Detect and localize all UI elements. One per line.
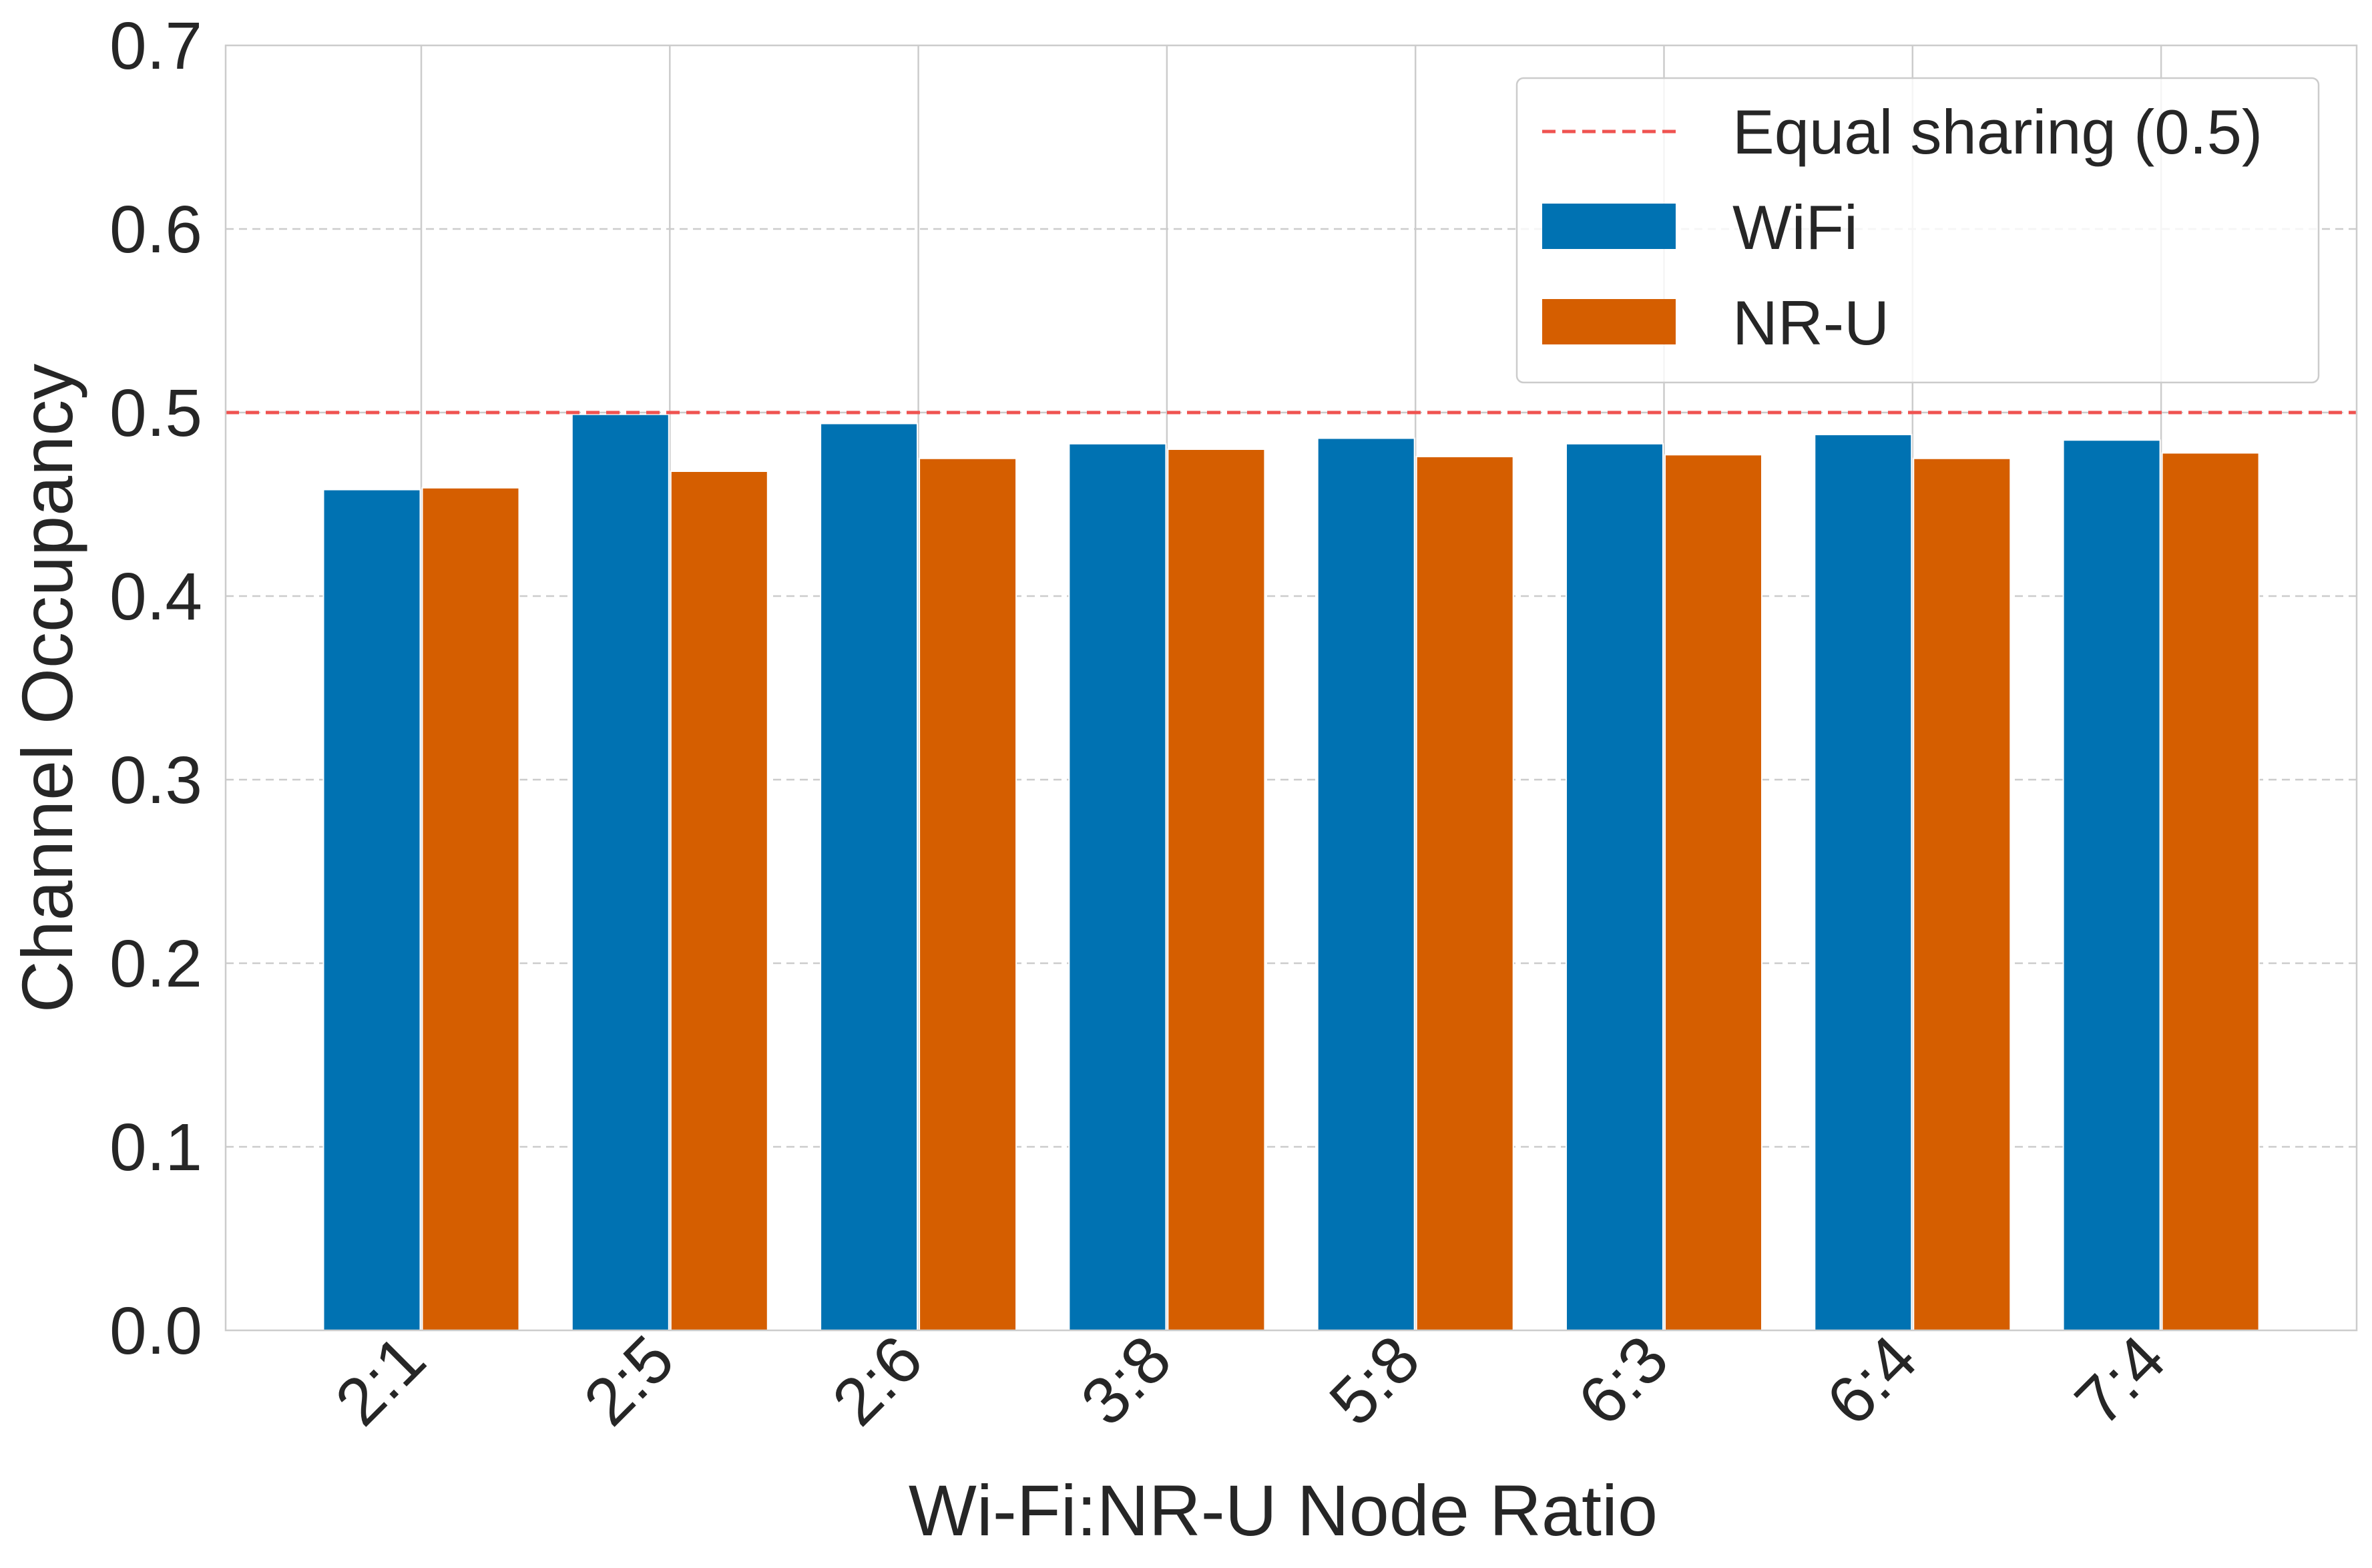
bars-group: [322, 413, 2260, 1331]
y-tick-label: 0.1: [109, 1110, 202, 1185]
nru-bar: [919, 457, 1017, 1331]
wifi-bar: [322, 489, 421, 1331]
x-axis-title: Wi-Fi:NR-U Node Ratio: [909, 1470, 1658, 1551]
y-tick-label: 0.7: [109, 9, 202, 83]
y-tick-labels: 0.0 0.1 0.2 0.3 0.4 0.5 0.6 0.7: [109, 9, 202, 1368]
nru-bar: [670, 471, 768, 1331]
wifi-bar: [2062, 439, 2161, 1331]
legend-wifi-label: WiFi: [1732, 192, 1858, 262]
wifi-bar: [1566, 443, 1664, 1331]
legend-equal-sharing-label: Equal sharing (0.5): [1732, 97, 2263, 167]
nru-bar: [1664, 454, 1762, 1331]
legend-nru-label: NR-U: [1732, 288, 1889, 358]
plot-frame: [224, 44, 2358, 1332]
wifi-bar: [1068, 443, 1167, 1331]
nru-bar: [421, 487, 520, 1331]
y-axis-title: Channel Occupancy: [7, 364, 87, 1013]
wifi-bar: [820, 423, 919, 1331]
wifi-bar: [1814, 434, 1913, 1331]
y-tick-label: 0.6: [109, 192, 202, 267]
legend-nru-swatch: [1542, 299, 1676, 344]
nru-bar: [1415, 456, 1514, 1331]
y-tick-label: 0.2: [109, 927, 202, 1001]
y-tick-label: 0.0: [109, 1294, 202, 1368]
legend-wifi-swatch: [1542, 204, 1676, 249]
nru-bar: [1913, 457, 2011, 1331]
nru-bar: [1167, 449, 1266, 1331]
y-tick-label: 0.5: [109, 376, 202, 451]
legend: Equal sharing (0.5) WiFi NR-U: [1515, 77, 2320, 384]
nru-bar: [2161, 452, 2260, 1331]
legend-box: [1515, 77, 2320, 384]
y-tick-label: 0.4: [109, 559, 202, 634]
wifi-bar: [571, 413, 670, 1331]
y-tick-label: 0.3: [109, 743, 202, 818]
wifi-bar: [1317, 437, 1415, 1331]
